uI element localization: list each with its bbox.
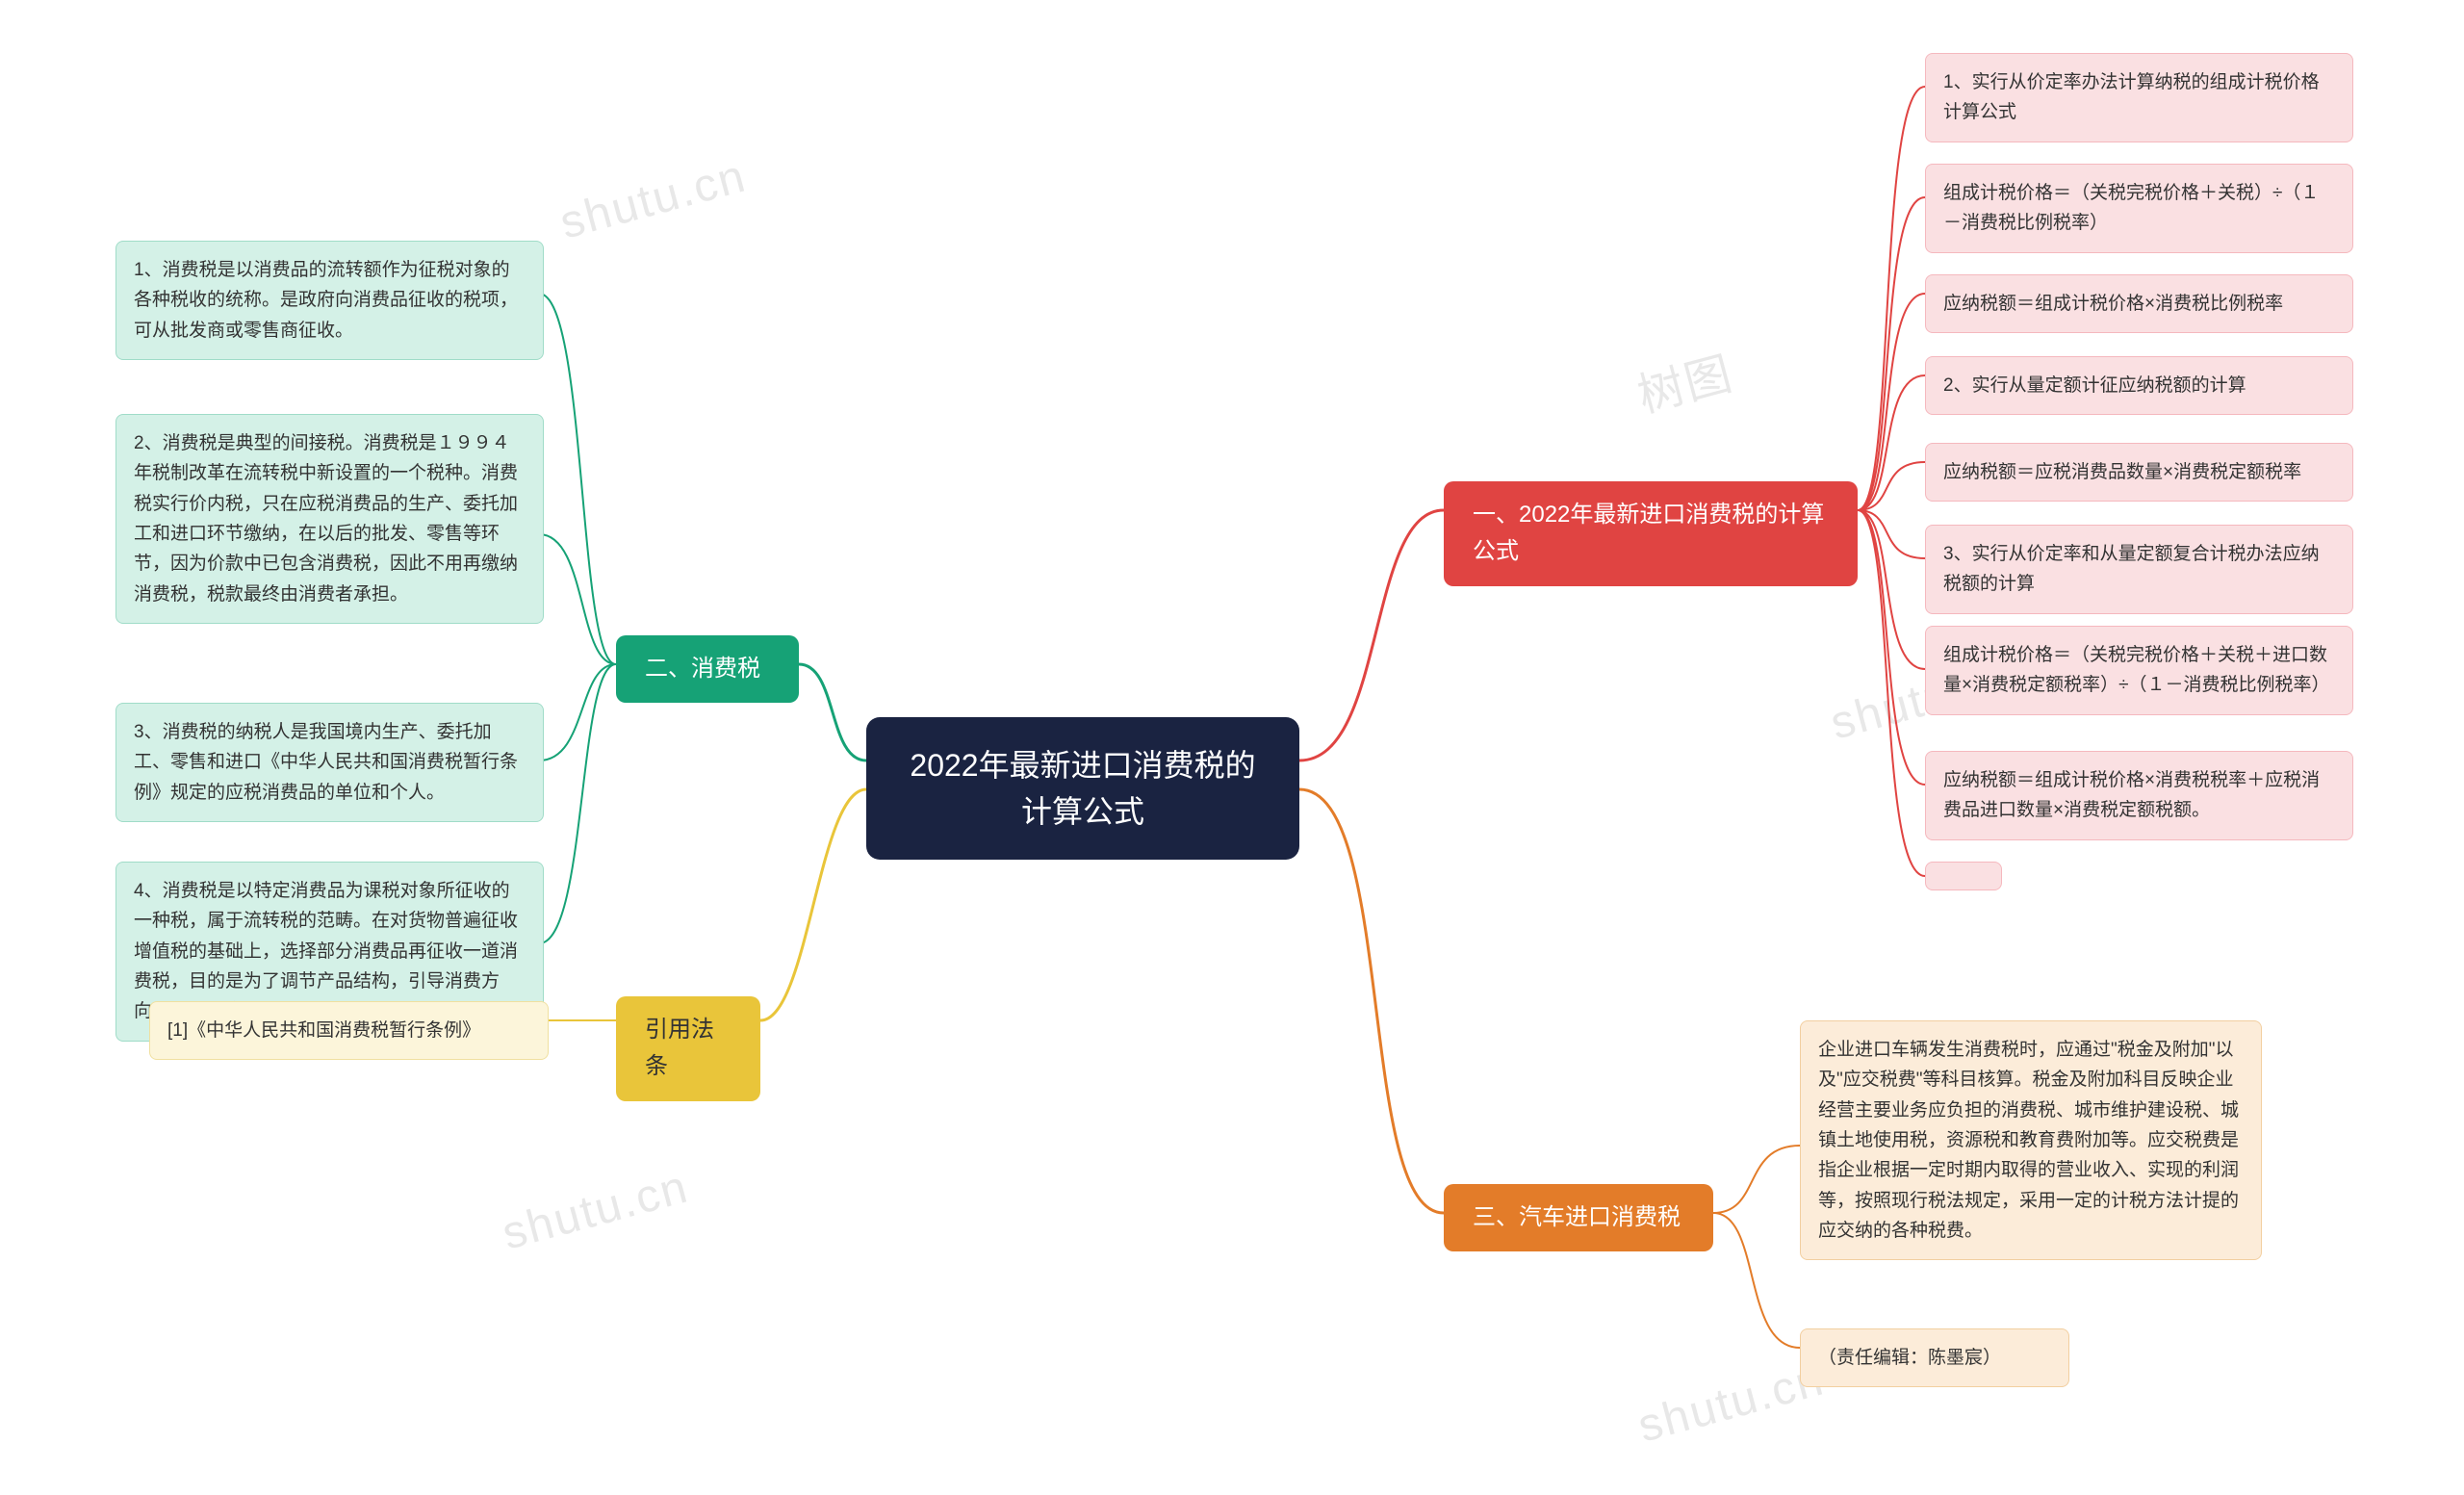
leaf-b1-2: 组成计税价格＝（关税完税价格＋关税）÷（１－消费税比例税率） bbox=[1925, 164, 2353, 253]
mindmap-center: 2022年最新进口消费税的计算公式 bbox=[866, 717, 1299, 860]
branch-node-4: 引用法条 bbox=[616, 996, 760, 1101]
leaf-b1-9 bbox=[1925, 862, 2002, 890]
leaf-b3-2: （责任编辑：陈墨宸） bbox=[1800, 1328, 2069, 1387]
leaf-b1-5: 应纳税额＝应税消费品数量×消费税定额税率 bbox=[1925, 443, 2353, 502]
leaf-b1-7: 组成计税价格＝（关税完税价格＋关税＋进口数量×消费税定额税率）÷（１－消费税比例… bbox=[1925, 626, 2353, 715]
leaf-b2-1: 1、消费税是以消费品的流转额作为征税对象的各种税收的统称。是政府向消费品征收的税… bbox=[116, 241, 544, 360]
watermark: shutu.cn bbox=[554, 149, 752, 249]
watermark: shutu.cn bbox=[497, 1160, 694, 1260]
leaf-b3-1: 企业进口车辆发生消费税时，应通过"税金及附加"以及"应交税费"等科目核算。税金及… bbox=[1800, 1020, 2262, 1260]
leaf-b1-6: 3、实行从价定率和从量定额复合计税办法应纳税额的计算 bbox=[1925, 525, 2353, 614]
leaf-b2-3: 3、消费税的纳税人是我国境内生产、委托加工、零售和进口《中华人民共和国消费税暂行… bbox=[116, 703, 544, 822]
branch-node-3: 三、汽车进口消费税 bbox=[1444, 1184, 1713, 1251]
leaf-b1-1: 1、实行从价定率办法计算纳税的组成计税价格计算公式 bbox=[1925, 53, 2353, 142]
watermark: 树图 bbox=[1630, 335, 1740, 425]
leaf-b1-4: 2、实行从量定额计征应纳税额的计算 bbox=[1925, 356, 2353, 415]
leaf-b2-2: 2、消费税是典型的间接税。消费税是１９９４年税制改革在流转税中新设置的一个税种。… bbox=[116, 414, 544, 624]
leaf-b1-3: 应纳税额＝组成计税价格×消费税比例税率 bbox=[1925, 274, 2353, 333]
leaf-b4-1: [1]《中华人民共和国消费税暂行条例》 bbox=[149, 1001, 549, 1060]
leaf-b1-8: 应纳税额＝组成计税价格×消费税税率＋应税消费品进口数量×消费税定额税额。 bbox=[1925, 751, 2353, 840]
branch-node-1: 一、2022年最新进口消费税的计算公式 bbox=[1444, 481, 1858, 586]
branch-node-2: 二、消费税 bbox=[616, 635, 799, 703]
